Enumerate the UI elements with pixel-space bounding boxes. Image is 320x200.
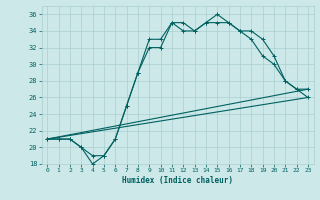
X-axis label: Humidex (Indice chaleur): Humidex (Indice chaleur) (122, 176, 233, 185)
